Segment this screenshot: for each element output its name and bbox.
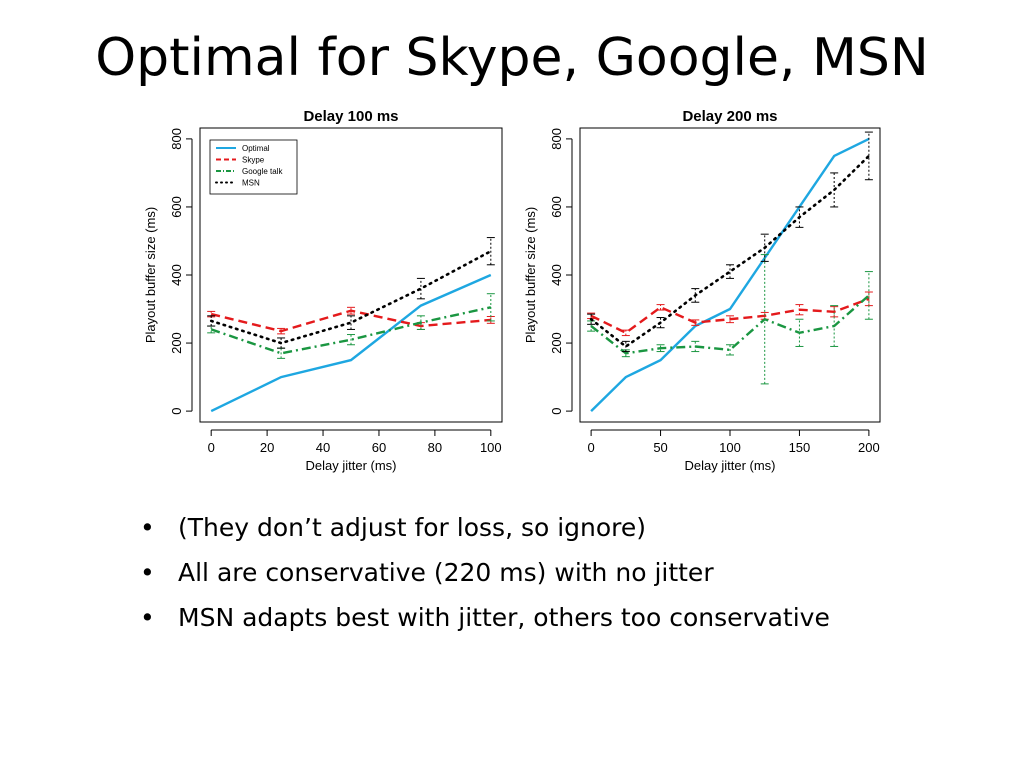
series-line [210,309,491,333]
chart-figure: Delay 100 ms 0 20 40 60 80 100 Delay jitter (ms… [140,106,885,486]
bullet-text: (They don’t adjust for loss, so ignore) [178,513,647,542]
chart-panel-2: Delay 200 ms 0 50 100 150 200 Delay jitter (ms… [523,108,881,473]
x-tick-label: 200 [858,440,880,455]
legend-label: Optimal [242,144,270,153]
series-google-talk [587,254,873,385]
x-axis-label: Delay jitter (ms) [305,458,396,473]
y-tick-label: 0 [169,407,184,414]
y-tick-label: 400 [169,264,184,286]
x-tick-label: 40 [316,440,330,455]
x-tick-label: 20 [260,440,274,455]
bullet-icon: • [140,558,155,587]
y-axis-label: Playout buffer size (ms) [523,207,538,343]
x-tick-label: 100 [480,440,502,455]
bullet-icon: • [140,513,155,542]
bullet-item: • All are conservative (220 ms) with no j… [140,553,830,598]
y-tick-label: 600 [169,196,184,218]
y-tick-label: 800 [549,128,564,150]
x-tick-label: 100 [719,440,741,455]
x-tick-label: 0 [587,440,594,455]
y-tick-label: 400 [549,264,564,286]
plot-frame [199,127,503,423]
x-tick-label: 50 [653,440,667,455]
bullet-item: • MSN adapts best with jitter, others too… [140,598,830,643]
x-tick-label: 60 [372,440,386,455]
bullet-item: • (They don’t adjust for loss, so ignore) [140,508,830,553]
legend-label: Skype [242,156,265,165]
y-axis-label: Playout buffer size (ms) [143,207,158,343]
series-line [590,297,870,335]
series-msn [207,237,495,349]
series-skype [587,291,873,337]
chart-title: Delay 200 ms [682,108,777,125]
series-optimal [210,273,492,413]
chart-title: Delay 100 ms [303,108,398,125]
legend-label: Google talk [242,167,283,176]
bullet-list: • (They don’t adjust for loss, so ignore)… [140,508,830,643]
x-tick-label: 80 [428,440,442,455]
bullet-text: All are conservative (220 ms) with no ji… [178,558,714,587]
bullet-text: MSN adapts best with jitter, others too … [178,603,830,632]
series-google-talk [207,293,495,359]
y-tick-label: 800 [169,128,184,150]
x-tick-label: 150 [789,440,811,455]
series-line [589,154,871,349]
x-tick-label: 0 [208,440,215,455]
series-line [590,137,870,412]
bullet-icon: • [140,603,155,632]
slide-title: Optimal for Skype, Google, MSN [95,28,929,88]
y-tick-label: 600 [549,196,564,218]
y-tick-label: 200 [549,332,564,354]
x-axis-label: Delay jitter (ms) [684,458,775,473]
series-line [210,273,492,413]
charts-svg: Delay 100 ms 0 20 40 60 80 100 Delay jitter (ms… [143,108,881,473]
chart-panel-1: Delay 100 ms 0 20 40 60 80 100 Delay jitter (ms… [143,108,503,473]
series-msn [587,131,873,353]
plot-frame [579,127,881,423]
series-optimal [590,137,870,412]
legend-label: MSN [242,179,260,188]
chart-legend: Optimal Skype Google talk MSN [209,139,298,195]
y-tick-label: 0 [549,407,564,414]
y-tick-label: 200 [169,332,184,354]
